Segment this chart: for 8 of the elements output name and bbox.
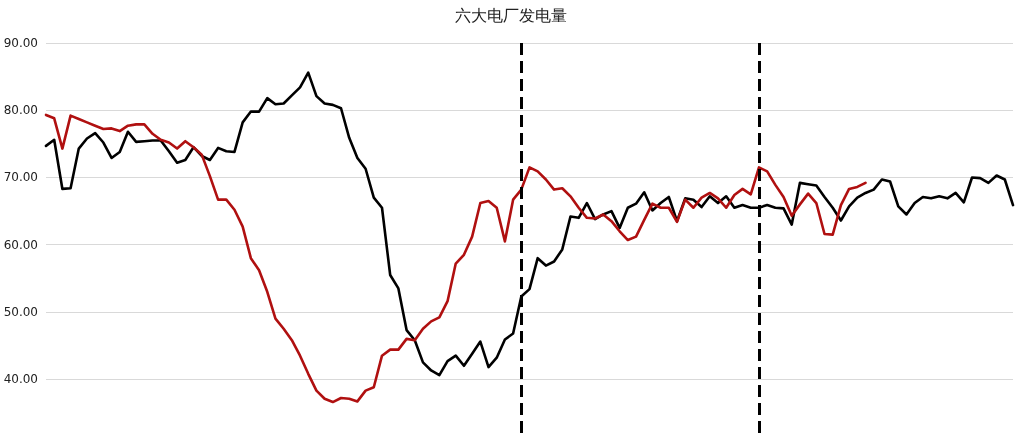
y-tick-label: 80.00 xyxy=(3,103,38,118)
line-series xyxy=(44,113,867,404)
y-tick-label: 70.00 xyxy=(3,170,38,185)
y-tick-label: 40.00 xyxy=(3,372,38,387)
chart-title: 六大电厂发电量 xyxy=(454,5,567,25)
y-tick-label: 50.00 xyxy=(3,304,38,319)
y-tick-label: 60.00 xyxy=(3,237,38,252)
y-tick-label: 90.00 xyxy=(3,36,38,50)
